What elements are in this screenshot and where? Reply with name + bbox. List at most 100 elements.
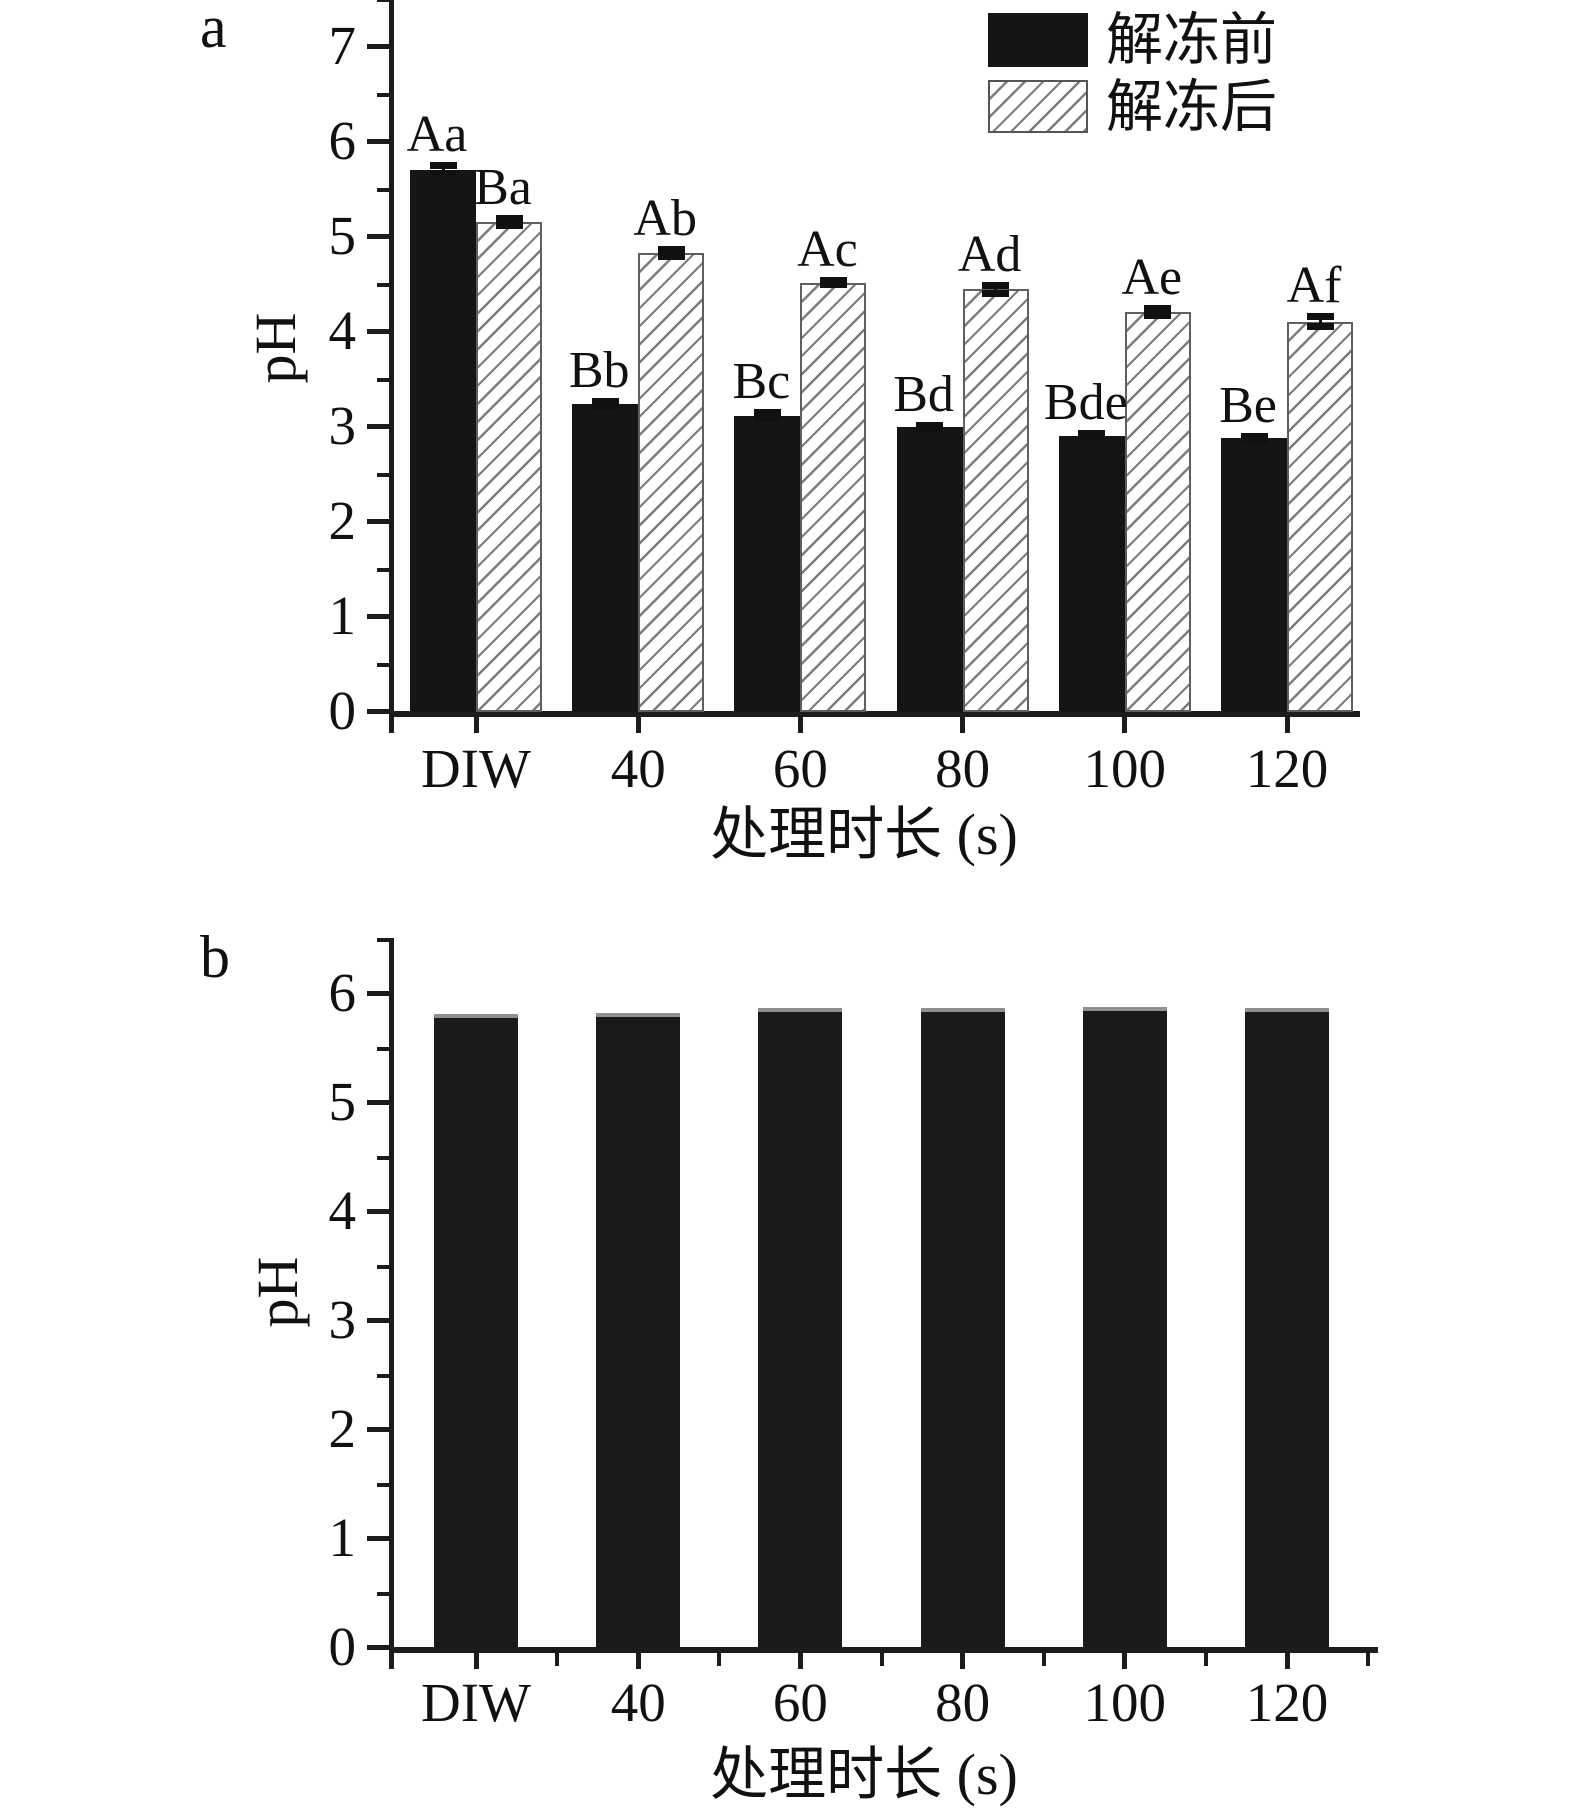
error-bar-cap-top <box>1306 312 1334 320</box>
bar-60 <box>758 1008 843 1648</box>
x-major-tick <box>1122 1652 1128 1669</box>
y-major-tick <box>367 1318 392 1323</box>
y-tick-label: 0 <box>328 680 357 741</box>
error-bar-cap-bottom <box>591 403 619 411</box>
error-bar-cap-top <box>495 215 523 222</box>
y-minor-tick <box>377 567 392 572</box>
y-tick-label: 4 <box>328 300 357 361</box>
panel-a-x-axis-title: 处理时长 (s) <box>710 802 1018 867</box>
y-major-tick <box>367 1209 392 1214</box>
y-axis-spine <box>389 0 394 715</box>
x-minor-tick <box>1203 1652 1208 1666</box>
y-tick-label: 7 <box>328 15 357 76</box>
x-major-tick <box>473 716 479 733</box>
y-major-tick <box>367 329 392 334</box>
bar-after-120 <box>1287 321 1353 712</box>
x-tick-label: 60 <box>772 738 828 799</box>
error-bar-cap-bottom <box>495 221 523 229</box>
legend-label-before: 解冻前 <box>1106 9 1277 72</box>
error-bar-cap-bottom <box>982 290 1010 297</box>
y-tick-label: 6 <box>328 962 357 1023</box>
panel-b-letter: b <box>200 924 230 990</box>
y-minor-tick <box>377 937 392 942</box>
y-minor-tick <box>377 1264 392 1269</box>
y-tick-label: 5 <box>328 205 357 266</box>
x-corner-tick <box>389 716 394 733</box>
error-bar-cap-bottom <box>1144 311 1172 319</box>
bar-before-60 <box>734 415 801 712</box>
bar-before-DIW <box>410 169 476 712</box>
y-tick-label: 2 <box>328 490 357 551</box>
error-bar-cap-bottom <box>819 281 847 289</box>
significance-label-Bd: Bd <box>893 366 954 424</box>
y-major-tick <box>367 991 392 996</box>
y-minor-tick <box>377 0 392 2</box>
y-major-tick <box>367 139 392 144</box>
y-minor-tick <box>377 187 392 192</box>
y-major-tick <box>367 424 392 429</box>
y-axis-spine <box>389 938 394 1651</box>
y-minor-tick <box>377 1591 392 1596</box>
x-minor-tick <box>879 1652 884 1666</box>
x-axis-line <box>389 711 1360 717</box>
y-major-tick <box>367 234 392 239</box>
significance-label-Ba: Ba <box>474 159 532 216</box>
bar-after-40 <box>638 253 705 712</box>
x-tick-label: 120 <box>1245 738 1329 799</box>
x-minor-tick <box>555 1652 560 1666</box>
y-major-tick <box>367 614 392 619</box>
significance-label-Bb: Bb <box>568 342 630 400</box>
x-minor-tick <box>1041 1652 1046 1666</box>
error-bar-cap-top <box>429 161 457 169</box>
bar-DIW <box>434 1013 518 1648</box>
panel-b-x-axis-title: 处理时长 (s) <box>710 1742 1018 1807</box>
bar-after-100 <box>1124 312 1191 712</box>
bar-before-120 <box>1221 438 1287 712</box>
bar-after-80 <box>962 289 1029 712</box>
significance-label-Aa: Aa <box>406 105 468 163</box>
y-tick-label: 1 <box>328 585 357 646</box>
y-major-tick <box>367 1645 392 1650</box>
error-bar-cap-bottom <box>916 424 944 432</box>
x-tick-label: 80 <box>935 738 991 799</box>
x-tick-label: 40 <box>610 738 666 799</box>
legend-swatch-before-solid <box>988 13 1088 67</box>
y-major-tick <box>367 709 392 714</box>
error-bar-cap-top <box>753 408 781 416</box>
y-tick-label: 3 <box>328 1289 357 1350</box>
bar-120 <box>1245 1008 1329 1648</box>
bar-before-80 <box>896 427 963 712</box>
significance-label-Bc: Bc <box>732 352 791 410</box>
y-major-tick <box>367 1427 392 1432</box>
significance-label-Ab: Ab <box>633 190 697 248</box>
x-major-tick <box>1284 716 1290 733</box>
significance-label-Bde: Bde <box>1043 373 1128 431</box>
error-bar-line <box>994 284 998 294</box>
error-bar-cap-top <box>1240 432 1268 440</box>
y-tick-label: 1 <box>328 1507 357 1568</box>
x-tick-label: 100 <box>1083 738 1167 799</box>
error-bar-cap-bottom <box>753 415 781 423</box>
error-bar-cap-bottom <box>657 252 685 260</box>
panel-a-letter: a <box>200 0 227 60</box>
significance-label-Ac: Ac <box>797 220 858 278</box>
x-major-tick <box>635 716 641 733</box>
error-bar-cap-top <box>657 246 685 254</box>
error-bar-cap-bottom <box>429 170 457 178</box>
y-tick-label: 2 <box>328 1398 357 1459</box>
x-tick-label: 100 <box>1083 1672 1167 1733</box>
error-bar-cap-top <box>1144 305 1172 313</box>
error-bar-cap-top <box>591 398 619 406</box>
y-major-tick <box>367 44 392 49</box>
y-minor-tick <box>377 662 392 667</box>
y-major-tick <box>367 1536 392 1541</box>
y-minor-tick <box>377 282 392 287</box>
x-corner-tick <box>389 1652 394 1669</box>
x-major-tick <box>960 716 966 733</box>
x-major-tick <box>1122 716 1128 733</box>
y-minor-tick <box>377 1482 392 1487</box>
x-minor-tick <box>1366 1652 1371 1666</box>
significance-label-Ad: Ad <box>957 225 1022 283</box>
y-tick-label: 0 <box>328 1616 357 1677</box>
error-bar-cap-bottom <box>1078 434 1106 442</box>
